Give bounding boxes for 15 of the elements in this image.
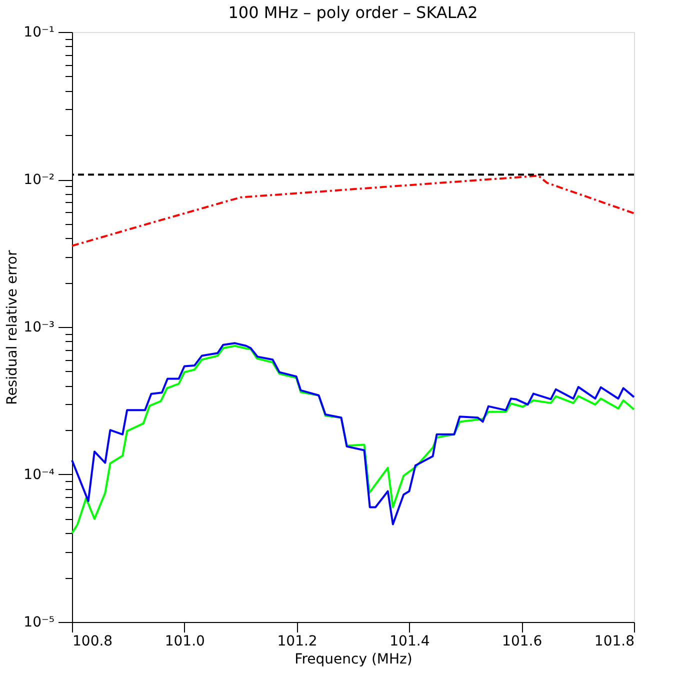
y-tick-label: 10⁻³ [24, 320, 54, 336]
y-axis-title: Residual relative error [4, 250, 21, 405]
x-tick-label: 100.8 [72, 634, 113, 650]
x-tick-label: 101.2 [277, 634, 318, 650]
y-tick-label: 10⁻⁴ [24, 467, 55, 483]
y-tick-label: 10⁻¹ [24, 24, 54, 40]
x-tick-label: 101.0 [164, 634, 205, 650]
y-tick-label: 10⁻⁵ [24, 614, 54, 630]
x-tick-label: 101.6 [502, 634, 542, 650]
x-tick-label: 101.8 [594, 634, 634, 650]
line-series [71, 174, 635, 247]
x-axis-title: Frequency (MHz) [294, 652, 412, 668]
y-tick-label: 10⁻² [24, 172, 54, 188]
chart-title: 100 MHz – poly order – SKALA2 [228, 3, 478, 22]
x-tick-label: 101.4 [390, 634, 430, 650]
